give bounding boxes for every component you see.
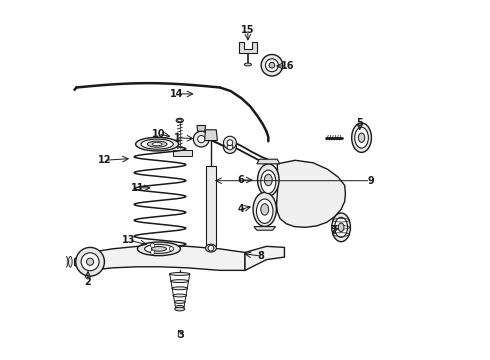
Circle shape — [227, 140, 233, 145]
Polygon shape — [90, 245, 245, 270]
Ellipse shape — [141, 139, 173, 149]
Ellipse shape — [69, 256, 72, 267]
Text: 6: 6 — [237, 175, 244, 185]
Polygon shape — [74, 252, 90, 270]
Polygon shape — [173, 150, 192, 156]
Ellipse shape — [355, 127, 368, 148]
Text: 2: 2 — [85, 277, 91, 287]
Circle shape — [227, 144, 233, 150]
Ellipse shape — [338, 223, 344, 231]
Ellipse shape — [261, 204, 269, 215]
Ellipse shape — [151, 247, 167, 251]
Polygon shape — [276, 160, 345, 227]
Polygon shape — [206, 166, 216, 246]
Circle shape — [266, 59, 278, 72]
Circle shape — [261, 54, 283, 76]
Text: 11: 11 — [131, 183, 144, 193]
Ellipse shape — [258, 164, 279, 196]
Polygon shape — [239, 42, 257, 53]
Text: 9: 9 — [367, 176, 374, 186]
Circle shape — [223, 140, 236, 153]
Ellipse shape — [358, 133, 365, 142]
Circle shape — [81, 253, 99, 271]
Polygon shape — [254, 226, 275, 230]
Polygon shape — [245, 246, 285, 270]
Ellipse shape — [261, 170, 276, 193]
Ellipse shape — [136, 137, 179, 151]
Ellipse shape — [176, 118, 183, 123]
Ellipse shape — [152, 143, 162, 146]
Text: 4: 4 — [237, 204, 244, 215]
Circle shape — [170, 247, 173, 251]
Circle shape — [76, 247, 104, 276]
Ellipse shape — [174, 301, 185, 303]
Ellipse shape — [173, 294, 187, 297]
Ellipse shape — [147, 141, 167, 147]
Text: 1: 1 — [173, 133, 180, 143]
Text: 8: 8 — [258, 251, 265, 261]
Circle shape — [150, 250, 155, 255]
Ellipse shape — [256, 199, 273, 224]
Text: 15: 15 — [241, 25, 255, 35]
Text: 14: 14 — [170, 89, 184, 99]
Circle shape — [150, 243, 155, 248]
Ellipse shape — [137, 242, 180, 256]
Polygon shape — [257, 159, 280, 164]
Text: 13: 13 — [122, 235, 135, 245]
Ellipse shape — [177, 119, 182, 122]
Ellipse shape — [253, 192, 276, 226]
Ellipse shape — [145, 244, 173, 253]
Ellipse shape — [205, 244, 216, 252]
Text: 16: 16 — [281, 61, 294, 71]
Circle shape — [194, 131, 209, 147]
Circle shape — [87, 258, 94, 265]
Ellipse shape — [172, 287, 188, 290]
Ellipse shape — [64, 256, 68, 267]
Text: 3: 3 — [177, 330, 184, 340]
Text: 10: 10 — [151, 129, 165, 139]
Ellipse shape — [56, 256, 59, 267]
Ellipse shape — [265, 174, 272, 186]
Ellipse shape — [175, 307, 185, 311]
Text: 7: 7 — [331, 225, 337, 235]
Ellipse shape — [175, 306, 184, 309]
Text: 12: 12 — [98, 155, 111, 165]
Polygon shape — [204, 130, 218, 140]
Ellipse shape — [170, 273, 190, 275]
Circle shape — [208, 245, 214, 251]
Polygon shape — [197, 126, 205, 131]
Ellipse shape — [245, 63, 251, 66]
Ellipse shape — [335, 217, 347, 237]
Circle shape — [197, 135, 205, 143]
Circle shape — [223, 136, 236, 149]
Text: 5: 5 — [356, 118, 363, 128]
Circle shape — [269, 62, 275, 68]
Ellipse shape — [171, 280, 189, 283]
Ellipse shape — [332, 213, 350, 242]
Ellipse shape — [60, 256, 64, 267]
Ellipse shape — [352, 123, 371, 152]
